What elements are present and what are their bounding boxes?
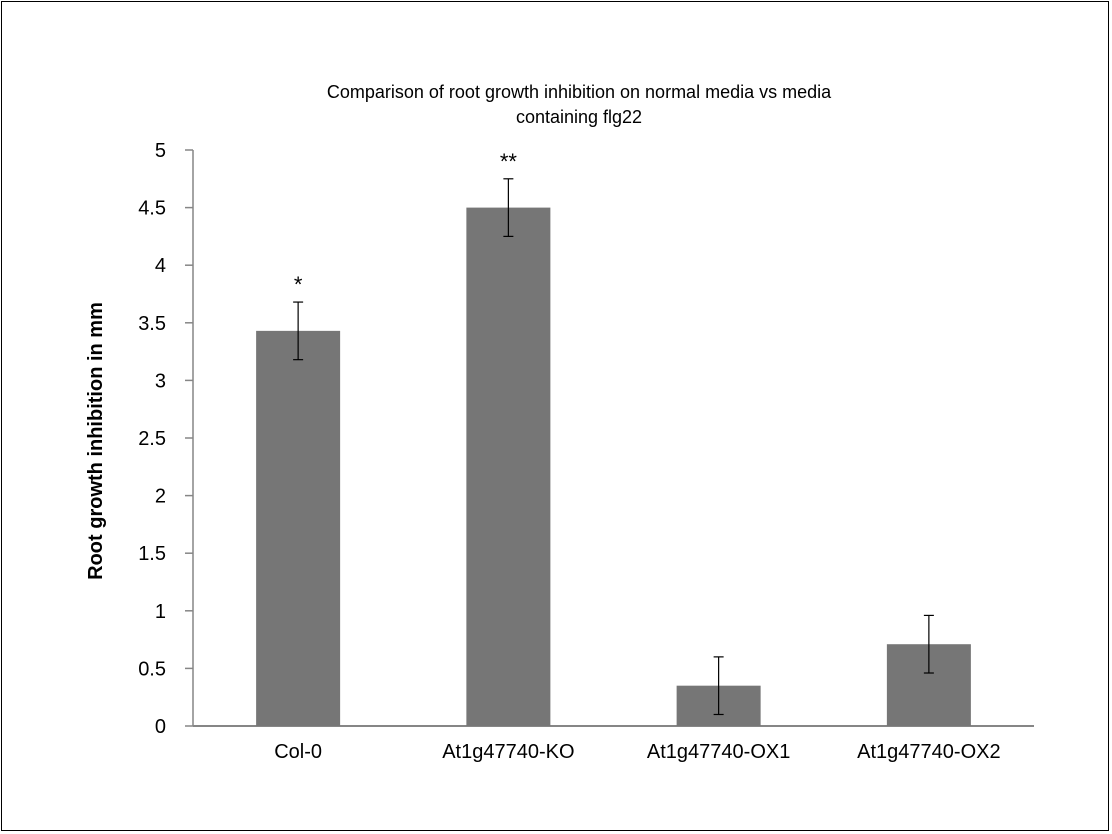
y-tick-label: 1 <box>155 601 166 623</box>
x-category-label: At1g47740-OX2 <box>857 741 1000 763</box>
y-tick-label: 1.5 <box>138 543 166 565</box>
y-tick-label: 4.5 <box>138 198 166 220</box>
x-category-label: Col-0 <box>274 741 322 763</box>
x-category-label: At1g47740-KO <box>442 741 574 763</box>
y-tick-label: 5 <box>155 140 166 162</box>
y-tick-label: 3.5 <box>138 313 166 335</box>
chart-title-line-2: containing flg22 <box>516 107 642 127</box>
y-tick-label: 2.5 <box>138 428 166 450</box>
y-tick-label: 0.5 <box>138 658 166 680</box>
y-tick-label: 4 <box>155 255 166 277</box>
x-category-label: At1g47740-OX1 <box>647 741 790 763</box>
y-tick-label: 0 <box>155 716 166 738</box>
bar <box>466 207 551 727</box>
y-axis-label: Root growth inhibition in mm <box>85 302 107 580</box>
significance-mark: ** <box>500 149 518 174</box>
significance-mark: * <box>294 272 303 297</box>
bar <box>256 330 341 726</box>
y-tick-label: 3 <box>155 370 166 392</box>
y-tick-label: 2 <box>155 486 166 508</box>
bars <box>256 178 971 727</box>
labels: 0 0.5 1 1.5 2 2.5 3 3.5 4 4.5 5 Col-0 * At1g47740-KO *… <box>138 140 1000 763</box>
chart-title-line-1: Comparison of root growth inhibition on … <box>327 82 832 102</box>
